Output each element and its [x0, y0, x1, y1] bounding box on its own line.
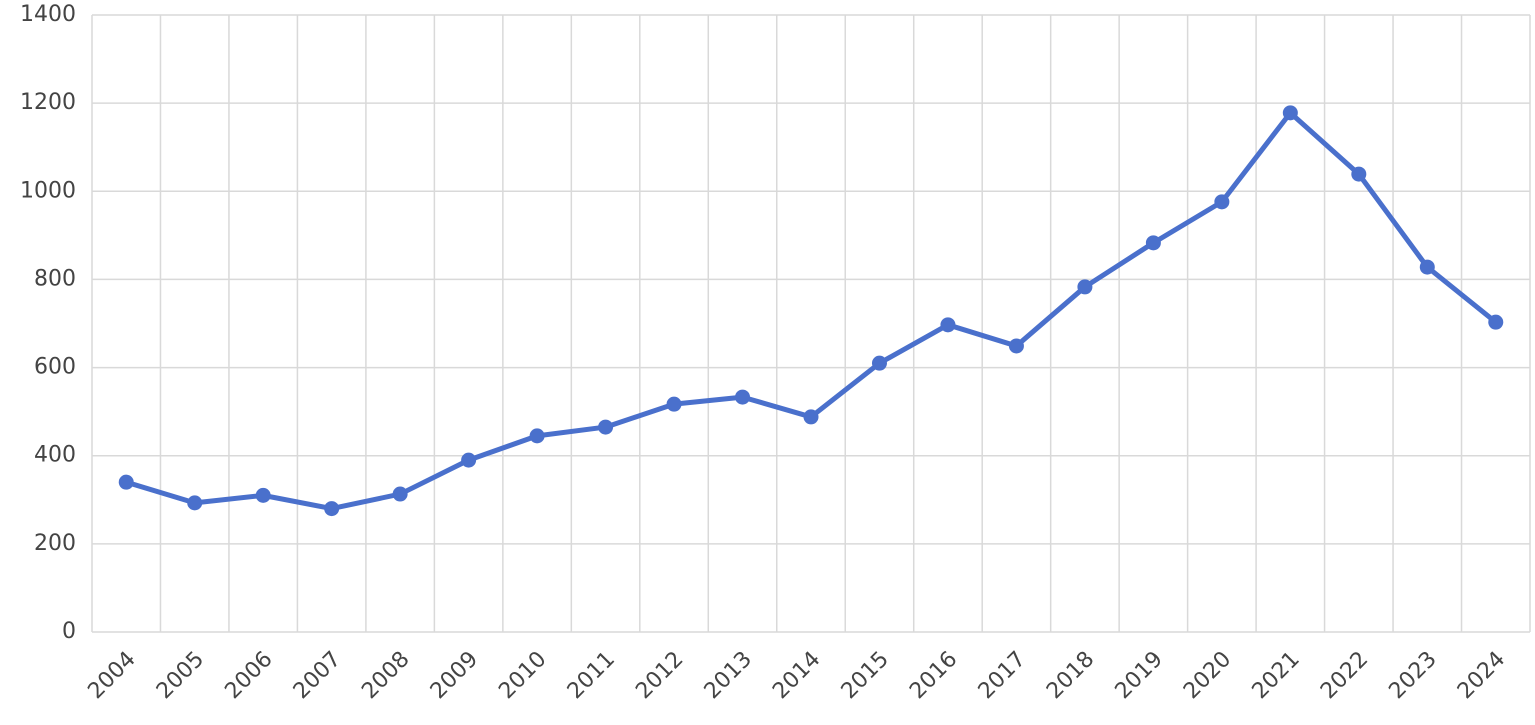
point [1488, 314, 1504, 330]
point [735, 389, 751, 405]
y-tick-label: 600 [34, 355, 76, 380]
point [118, 474, 134, 490]
x-tick-label: 2013 [700, 647, 757, 704]
y-tick-label: 400 [34, 443, 76, 468]
y-tick-label: 1400 [20, 2, 76, 27]
point [940, 317, 956, 333]
point [392, 486, 408, 502]
x-tick-label: 2009 [426, 647, 483, 704]
x-tick-label: 2022 [1316, 647, 1373, 704]
point [187, 495, 203, 511]
point [324, 501, 340, 517]
x-tick-label: 2012 [631, 647, 688, 704]
point [529, 428, 545, 444]
x-tick-label: 2006 [220, 647, 277, 704]
x-tick-label: 2014 [768, 647, 825, 704]
x-tick-label: 2016 [905, 647, 962, 704]
x-tick-label: 2015 [837, 647, 894, 704]
point [598, 419, 614, 435]
y-tick-label: 1200 [20, 90, 76, 115]
point [1214, 194, 1230, 210]
x-tick-label: 2019 [1111, 647, 1168, 704]
point [803, 409, 819, 425]
x-tick-label: 2011 [563, 647, 620, 704]
x-tick-label: 2004 [83, 647, 140, 704]
point [255, 487, 271, 503]
point [461, 452, 477, 468]
y-tick-label: 1000 [20, 178, 76, 203]
x-tick-label: 2005 [152, 647, 209, 704]
x-tick-label: 2017 [974, 647, 1031, 704]
x-tick-label: 2010 [494, 647, 551, 704]
y-tick-label: 800 [34, 266, 76, 291]
y-tick-label: 0 [62, 619, 76, 644]
point [1008, 338, 1024, 354]
point [666, 396, 682, 412]
x-tick-label: 2021 [1248, 647, 1305, 704]
line [125, 110, 1498, 512]
x-tick-label: 2023 [1384, 647, 1441, 704]
x-tick-label: 2018 [1042, 647, 1099, 704]
x-tick-label: 2020 [1179, 647, 1236, 704]
point [871, 355, 887, 371]
x-tick-label: 2007 [289, 647, 346, 704]
point [1351, 166, 1367, 182]
point [1282, 105, 1298, 121]
y-tick-label: 200 [34, 531, 76, 556]
point [1419, 259, 1435, 275]
x-tick-label: 2008 [357, 647, 414, 704]
point [1077, 279, 1093, 295]
point [1145, 235, 1161, 251]
x-tick-label: 2024 [1453, 647, 1510, 704]
